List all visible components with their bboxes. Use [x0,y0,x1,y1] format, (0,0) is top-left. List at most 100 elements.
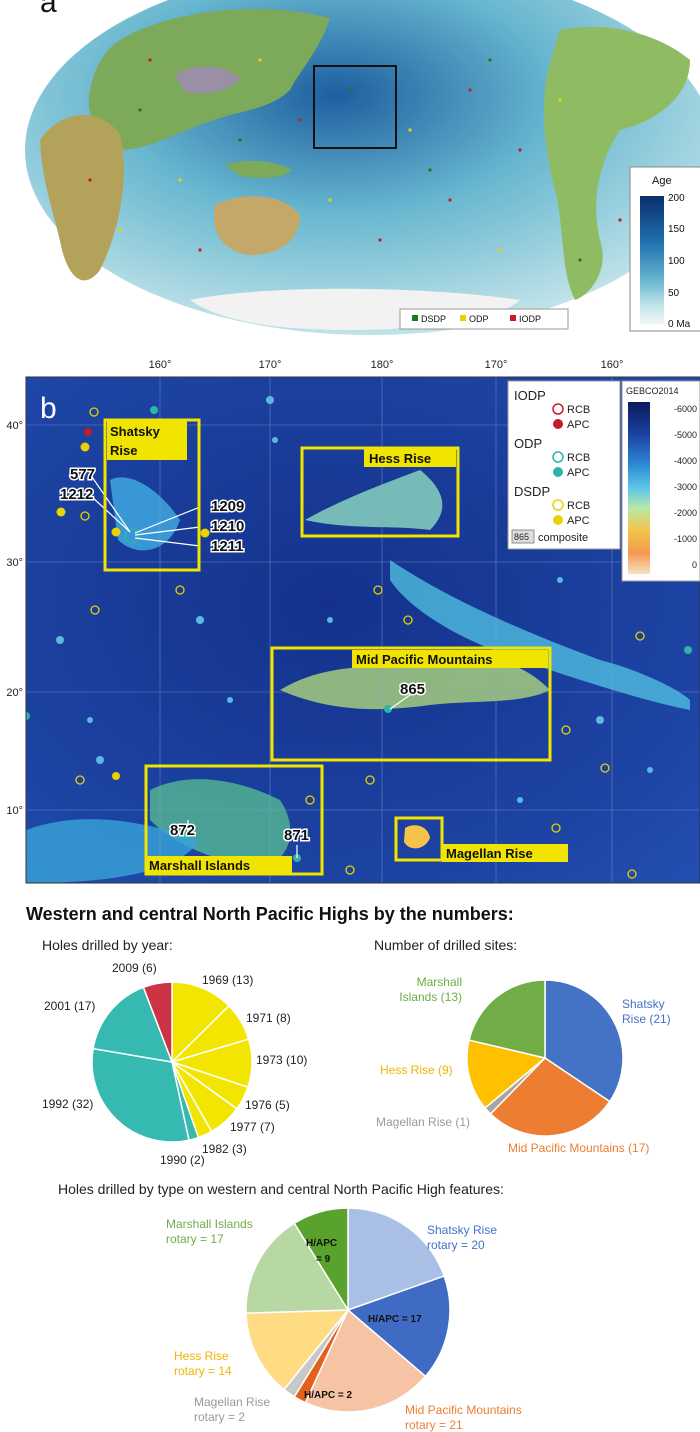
site-label: 1210 [211,518,244,535]
lat-label: 20° [6,687,23,699]
pie-label: rotary = 21 [405,1418,463,1432]
landmass-americas [544,26,690,301]
depth-tick: -5000 [674,430,697,440]
depth-colorbar-title: GEBCO2014 [626,386,679,396]
numbers-section-title: Western and central North Pacific Highs … [26,904,514,924]
depth-tick: -2000 [674,508,697,518]
pie-slice [245,1309,350,1391]
region-label-shatsky-1: Shatsky [110,424,161,439]
pie-label: Rise (21) [622,1012,671,1026]
site-type-legend: IODP RCB APC ODP RCB APC DSDP RCB APC 86… [507,380,621,550]
legend-apc: APC [567,515,590,527]
drill-sites-iodp [84,428,92,436]
age-colorbar-title: Age [652,175,672,187]
pie-label: Hess Rise (9) [380,1063,453,1077]
lat-label: 30° [6,557,23,569]
pie-label: rotary = 2 [194,1410,245,1424]
site-label: 1211 [211,538,244,555]
lon-label: 180° [371,359,394,371]
longitude-labels: 160° 170° 180° 170° 160° [149,359,624,371]
magellan-seamount [404,825,430,849]
site-cluster-marker [124,528,140,544]
landmass-indonesia [225,160,292,178]
pie-label: Marshall Islands [166,1217,253,1231]
pie-label: H/APC [306,1238,337,1249]
pie-label: Magellan Rise [194,1395,270,1409]
legend-composite-label: composite [538,532,588,544]
panel-b-bathymetry-map: b 160° 170° 180° 170° 160° 40° 30° 20° 1… [6,359,700,884]
depth-tick: 0 [692,560,697,570]
mid-pacific-box [270,646,552,762]
pie-label: Mid Pacific Mountains (17) [508,1141,649,1155]
drill-site-dots [88,58,622,252]
lon-label: 170° [259,359,282,371]
pie-label: 1971 (8) [246,1011,291,1025]
legend-iodp: IODP [519,314,541,324]
depth-tick: -4000 [674,456,697,466]
mid-pacific-chain [280,656,550,710]
pie-title-sites: Number of drilled sites: [374,937,517,953]
panel-b-label: b [40,392,57,425]
age-tick: 0 Ma [668,319,691,330]
pie-chart-year: 1969 (13) 1971 (8) 1973 (10) 1976 (5) 1977 (… [42,961,307,1167]
region-label-shatsky-2: Rise [110,443,137,458]
pie-slice [489,1057,611,1137]
drill-sites-dsdp [75,407,645,879]
lat-label: 40° [6,420,23,432]
pie-slice [91,1047,190,1143]
pie-slice [466,1039,547,1110]
pie-label: rotary = 17 [166,1232,224,1246]
pie-label: rotary = 20 [427,1238,485,1252]
depth-tick: -6000 [674,404,697,414]
lon-label: 160° [149,359,172,371]
pie-title-types: Holes drilled by type on western and cen… [58,1181,504,1197]
region-label-marshall: Marshall Islands [149,858,250,873]
legend-rcb: RCB [567,500,590,512]
legend-composite-box: 865 [514,532,529,542]
legend-rcb: RCB [567,452,590,464]
drill-sites-dsdp-apc [56,442,210,780]
site-labels: 577 1212 1209 1210 1211 865 872 871 [59,465,427,846]
legend-group-dsdp: DSDP [514,484,550,499]
site-label: 865 [400,681,425,698]
pie-slice [304,1308,427,1413]
region-label-hess: Hess Rise [369,451,431,466]
pie-slice [142,981,173,1063]
hawaiian-chain [390,560,690,710]
pie-label: H/APC = 2 [304,1390,353,1401]
pie-slice [468,979,546,1059]
landmass-australia [214,196,300,255]
panel-a-world-map: a Age 200 150 100 50 0 Ma DSDP ODP IODP [25,0,700,335]
pie-label: 1977 (7) [230,1120,275,1134]
legend-apc: APC [567,419,590,431]
age-tick: 100 [668,256,685,267]
panel-a-label: a [40,0,57,19]
pie-label: Magellan Rise (1) [376,1115,470,1129]
lat-label: 10° [6,805,23,817]
pie-label: 1976 (5) [245,1098,290,1112]
drill-site-dots-odp [118,58,642,252]
scattered-seamounts [56,396,653,803]
pie-label: 1982 (3) [202,1142,247,1156]
lon-label: 170° [485,359,508,371]
drill-site-dots-dsdp [138,58,582,262]
pie-slice [171,981,231,1064]
map-frame [25,376,700,884]
site-label: 1209 [211,498,244,515]
pie-label: 1992 (32) [42,1097,93,1111]
pie-label: Shatsky Rise [427,1223,497,1237]
age-tick: 50 [668,288,680,299]
lon-label: 160° [601,359,624,371]
pie-label: Hess Rise [174,1349,229,1363]
legend-dsdp: DSDP [421,314,446,324]
pie-label: 1973 (10) [256,1053,307,1067]
region-labels: Shatsky Rise Hess Rise Mid Pacific Mount… [107,420,568,874]
legend-apc: APC [567,467,590,479]
site-label: 872 [170,822,195,839]
site-label: 871 [284,827,309,844]
pie-slice [92,986,174,1063]
legend-group-odp: ODP [514,436,542,451]
